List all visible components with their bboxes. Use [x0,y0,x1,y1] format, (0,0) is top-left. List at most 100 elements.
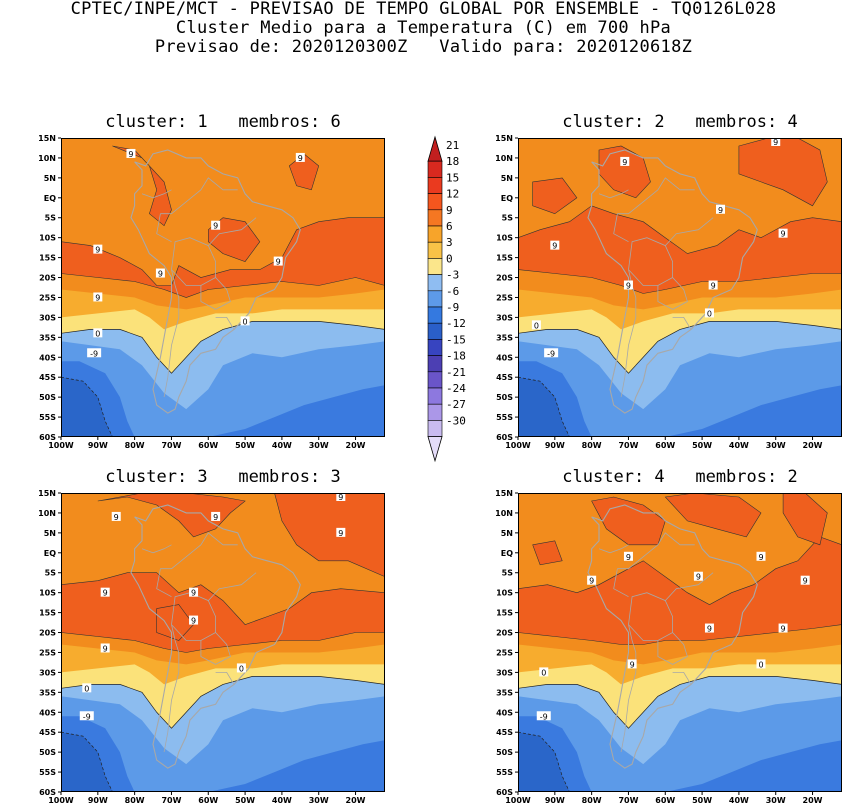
lon-tick-label: 60W [198,796,218,803]
lat-tick-label: 55S [496,413,513,422]
country-border [163,269,180,398]
lat-tick-label: 15S [496,609,513,618]
lon-tick-label: 40W [729,441,749,450]
contour-label: 9 [587,575,597,586]
svg-text:9: 9 [622,158,627,167]
colorbar-label: 9 [446,204,453,217]
lon-tick-label: 20W [803,441,823,450]
colorbar-label: -21 [446,366,466,379]
warm-region-above-9 [274,493,385,578]
svg-text:9: 9 [95,246,100,255]
country-border [613,213,629,243]
contour-label: 9 [100,587,110,598]
colorbar-swatch [427,160,443,178]
contour-label: 9 [627,659,637,669]
lon-tick-label: 60W [655,796,675,803]
svg-text:9: 9 [626,553,631,562]
lat-tick-label: 15S [496,254,513,263]
temperature-map: 9 9 9 9 9 9 9 9 0 0 -9 100W 90W 80W 70W 60W 50W 40W 30W 20W… [495,489,842,803]
panel-title: cluster: 1 membros: 6 [105,112,341,132]
lon-tick-label: 70W [161,796,181,803]
contour-label: 9 [211,511,221,522]
colorbar-swatch [427,258,443,275]
lon-tick-label: 80W [582,796,602,803]
svg-text:0: 0 [541,668,546,677]
lon-tick-label: 40W [272,796,292,803]
lat-tick-label: 35S [496,333,513,342]
colorbar-swatch [427,225,443,243]
contour-label: 9 [550,240,560,251]
colorbar-label: -12 [446,317,466,330]
band-m9-m6 [518,716,842,792]
contour-label: 9 [693,571,703,582]
map-panel-cluster-4: cluster: 4 membros: 2 9 9 9 9 9 9 9 9 0 0 -9 100W 90… [495,467,842,803]
colorbar-label: 12 [446,188,459,201]
coastline [130,504,301,769]
lon-tick-label: 60W [655,441,675,450]
country-border [156,568,172,598]
band-lt-m9 [518,376,570,437]
colorbar-label: 6 [446,220,453,233]
country-border [171,592,217,641]
warm-region-above-9 [532,177,578,215]
svg-text:9: 9 [276,258,281,267]
svg-text:9: 9 [707,625,712,634]
warm-region-above-9 [782,493,828,546]
lat-tick-label: 5N [44,529,56,538]
contour-label: 9 [778,623,788,634]
country-border [665,572,714,601]
svg-text:9: 9 [630,660,635,669]
lat-tick-label: 60S [39,788,56,797]
lon-tick-label: 30W [309,796,329,803]
lon-tick-label: 90W [88,441,108,450]
lat-tick-label: 40S [39,353,56,362]
lat-tick-label: 20S [496,629,513,638]
warm-region-above-9 [156,604,194,641]
lat-tick-label: 5N [501,174,513,183]
lon-tick-label: 50W [692,441,712,450]
contour-label: 9 [295,152,305,163]
lat-tick-label: 45S [496,373,513,382]
coastline [587,504,758,769]
contour-label: 0 [236,663,246,673]
band-lt-m9 [518,731,570,792]
contour-label: 0 [240,316,250,326]
svg-text:0: 0 [758,660,763,669]
contour-label: -9 [79,711,94,721]
colorbar-bottom-arrow [427,436,443,463]
lat-tick-label: 25S [496,293,513,302]
temperature-map: 9 9 9 9 9 9 9 0 0 -9 100W 90W 80W 70W 60W 50W 40W 30W 20W 1… [38,134,385,450]
colorbar-swatch [427,209,443,227]
lat-tick-label: 40S [496,708,513,717]
svg-text:9: 9 [711,282,716,291]
map-frame [518,138,842,437]
colorbar-label: -9 [446,301,459,314]
lat-tick-label: 5S [45,214,57,223]
lat-tick-label: 15N [38,489,56,498]
svg-text:9: 9 [626,282,631,291]
colorbar-top-arrow [427,135,443,162]
lat-tick-label: EQ [501,194,513,203]
warm-region-above-9 [738,138,828,207]
contour-label: 9 [273,256,283,267]
lat-tick-label: EQ [501,549,513,558]
country-border [163,624,180,753]
colorbar-swatch [427,371,443,389]
contour-label: 9 [189,587,199,598]
lat-tick-label: 10S [39,589,56,598]
lat-tick-label: 15S [39,254,56,263]
map-frame [61,138,385,437]
colorbar-label: -15 [446,333,466,346]
lon-tick-label: 50W [235,796,255,803]
lat-tick-label: 10S [496,234,513,243]
contour-label: -9 [87,348,102,358]
lon-tick-label: 100W [505,441,531,450]
country-border [628,592,674,641]
country-border [160,532,238,570]
svg-text:0: 0 [95,329,100,338]
svg-text:9: 9 [191,589,196,598]
contour-label: 9 [771,138,781,147]
lat-tick-label: 35S [39,688,56,697]
lat-tick-label: 45S [39,373,56,382]
lat-tick-label: 15N [495,489,513,498]
